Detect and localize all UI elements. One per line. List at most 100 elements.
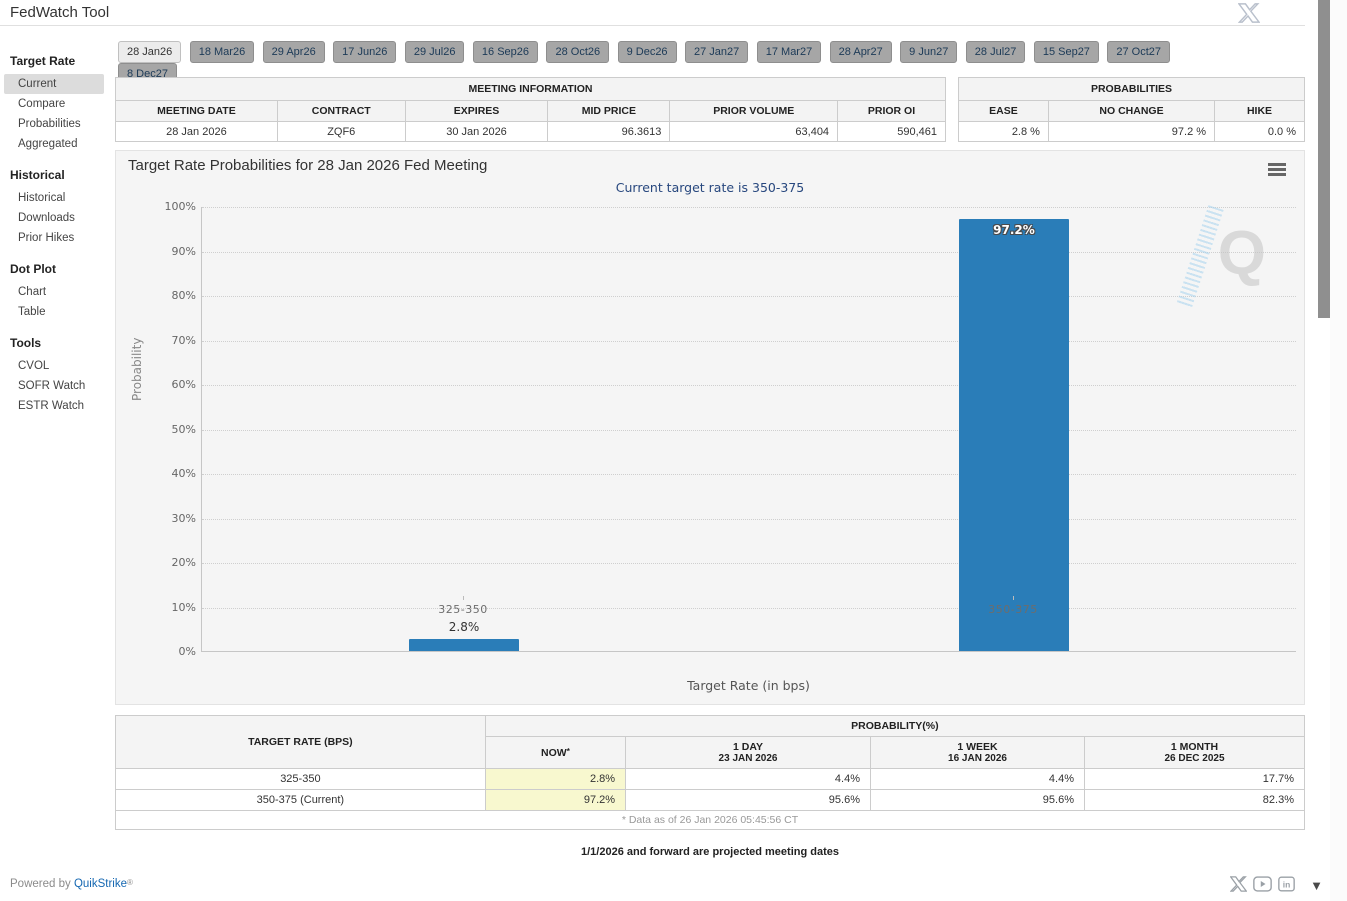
y-tick-label: 0% — [178, 645, 196, 658]
linkedin-icon[interactable]: in — [1278, 876, 1295, 892]
y-tick-label: 70% — [171, 334, 196, 347]
tab-28-jan26[interactable]: 28 Jan26 — [118, 41, 182, 63]
tab-16-sep26[interactable]: 16 Sep26 — [472, 41, 539, 63]
sidebar-item-historical[interactable]: Historical — [18, 192, 66, 204]
probability-chart-panel: Target Rate Probabilities for 28 Jan 202… — [115, 150, 1305, 705]
meeting-date-value: 28 Jan 2026 — [115, 121, 278, 142]
bar-value-label: 97.2% — [993, 223, 1035, 238]
sidebar-section-historical: Historical — [10, 168, 65, 182]
rate-range-cell: 350-375 (Current) — [115, 789, 486, 811]
sidebar-item-current[interactable]: Current — [4, 74, 104, 94]
scrollbar-track[interactable] — [1330, 0, 1347, 901]
col-header-prior-volume: PRIOR VOLUME — [669, 100, 839, 122]
tab-28-oct26[interactable]: 28 Oct26 — [546, 41, 610, 63]
sidebar-item-sofr-watch[interactable]: SOFR Watch — [18, 380, 86, 392]
prior-volume-value: 63,404 — [669, 121, 839, 142]
chart-subtitle: Current target rate is 350-375 — [615, 180, 805, 195]
col-header-contract: CONTRACT — [276, 100, 406, 122]
month-probability-cell: 17.7% — [1084, 768, 1305, 790]
svg-text:in: in — [1283, 879, 1291, 889]
tab-15-sep27[interactable]: 15 Sep27 — [1033, 41, 1099, 63]
y-tick-label: 20% — [171, 556, 196, 569]
sidebar-item-cvol[interactable]: CVOL — [18, 360, 50, 372]
prior-oi-value: 590,461 — [837, 121, 946, 142]
mid-price-value: 96.3613 — [547, 121, 671, 142]
table-row: 2.8 % 97.2 % 0.0 % — [958, 121, 1305, 142]
tab-29-apr26[interactable]: 29 Apr26 — [262, 41, 325, 63]
y-axis-title: Probability — [130, 337, 144, 401]
x-axis-title: Target Rate (in bps) — [687, 678, 810, 693]
sidebar-item-probabilities[interactable]: Probabilities — [18, 118, 81, 130]
scrollbar-thumb[interactable] — [1318, 0, 1330, 318]
col-header-1-month: 1 MONTH 26 DEC 2025 — [1084, 736, 1305, 769]
y-tick-label: 10% — [171, 601, 196, 614]
tab-28-apr27[interactable]: 28 Apr27 — [829, 41, 892, 63]
tab-27-jan27[interactable]: 27 Jan27 — [685, 41, 749, 63]
bar-rect-350-375[interactable]: 97.2% — [959, 219, 1069, 651]
meeting-information-table: MEETING INFORMATION MEETING DATE CONTRAC… — [115, 77, 946, 142]
col-header-now: NOW* — [484, 736, 627, 769]
x-tick-label-350-375: 350-375 — [988, 603, 1038, 616]
hike-value: 0.0 % — [1214, 121, 1305, 142]
col-header-1-day: 1 DAY 23 JAN 2026 — [625, 736, 871, 769]
sidebar-item-chart[interactable]: Chart — [18, 286, 47, 298]
data-as-of-footnote: * Data as of 26 Jan 2026 05:45:56 CT — [115, 810, 1305, 830]
tab-9-dec26[interactable]: 9 Dec26 — [617, 41, 677, 63]
tab-29-jul26[interactable]: 29 Jul26 — [404, 41, 465, 63]
youtube-icon[interactable] — [1253, 876, 1272, 892]
tab-18-mar26[interactable]: 18 Mar26 — [189, 41, 255, 63]
col-header-expires: EXPIRES — [404, 100, 549, 122]
quikstrike-link[interactable]: QuikStrike — [73, 878, 127, 890]
sidebar-item-downloads[interactable]: Downloads — [18, 212, 75, 224]
col-header-target-rate-bps: TARGET RATE (BPS) — [115, 715, 486, 769]
y-tick-label: 30% — [171, 512, 196, 525]
tab-28-jul27[interactable]: 28 Jul27 — [965, 41, 1026, 63]
sidebar-item-prior-hikes[interactable]: Prior Hikes — [18, 232, 75, 244]
y-tick-label: 90% — [171, 245, 196, 258]
bar-rect-325-350[interactable] — [409, 638, 519, 651]
tab-27-oct27[interactable]: 27 Oct27 — [1107, 41, 1171, 63]
probability-history-table: TARGET RATE (BPS) PROBABILITY(%) NOW* 1 … — [115, 715, 1306, 830]
ease-value: 2.8 % — [958, 121, 1049, 142]
y-tick-label: 80% — [171, 289, 196, 302]
week-probability-cell: 4.4% — [869, 768, 1086, 790]
chart-title: Target Rate Probabilities for 28 Jan 202… — [128, 157, 488, 174]
sidebar-item-aggregated[interactable]: Aggregated — [18, 138, 78, 150]
page-title: FedWatch Tool — [10, 4, 110, 21]
col-header-meeting-date: MEETING DATE — [115, 100, 278, 122]
sidebar-section-tools: Tools — [10, 336, 42, 350]
meeting-info-title: MEETING INFORMATION — [115, 77, 946, 101]
group-header-probability: PROBABILITY(%) — [484, 715, 1306, 737]
sidebar-item-compare[interactable]: Compare — [18, 98, 66, 110]
table-row: 350-375 (Current) 97.2% 95.6% 95.6% 82.3… — [115, 789, 1305, 811]
x-social-logo-icon[interactable] — [1238, 3, 1260, 23]
x-tick-label-325-350: 325-350 — [438, 603, 488, 616]
bar-350-375: 97.2% — [959, 207, 1069, 651]
tab-17-mar27[interactable]: 17 Mar27 — [756, 41, 822, 63]
chart-context-menu-icon[interactable] — [1268, 163, 1286, 176]
tab-17-jun26[interactable]: 17 Jun26 — [333, 41, 397, 63]
chart-plot-area: 2.8% 97.2% — [201, 207, 1296, 652]
expires-value: 30 Jan 2026 — [404, 121, 549, 142]
sidebar-item-estr-watch[interactable]: ESTR Watch — [18, 400, 85, 412]
tab-9-jun27[interactable]: 9 Jun27 — [900, 41, 958, 63]
scroll-down-arrow-icon[interactable]: ▼ — [1310, 878, 1323, 893]
footer: Powered by QuikStrike® in ▼ — [0, 872, 1347, 901]
bar-325-350: 2.8% — [409, 207, 519, 651]
sidebar: Target Rate Current Compare Probabilitie… — [0, 40, 110, 416]
table-row: 28 Jan 2026 ZQF6 30 Jan 2026 96.3613 63,… — [115, 121, 946, 142]
y-tick-label: 60% — [171, 378, 196, 391]
col-header-hike: HIKE — [1214, 100, 1305, 122]
col-header-prior-oi: PRIOR OI — [837, 100, 946, 122]
y-tick-label: 100% — [164, 200, 196, 213]
sidebar-item-table[interactable]: Table — [18, 306, 46, 318]
week-probability-cell: 95.6% — [869, 789, 1086, 811]
projected-dates-note: 1/1/2026 and forward are projected meeti… — [581, 846, 839, 858]
y-tick-label: 50% — [171, 423, 196, 436]
no-change-value: 97.2 % — [1047, 121, 1216, 142]
x-social-icon[interactable] — [1230, 876, 1247, 892]
col-header-1-week: 1 WEEK 16 JAN 2026 — [869, 736, 1086, 769]
sidebar-section-target-rate: Target Rate — [10, 54, 76, 68]
day-probability-cell: 95.6% — [625, 789, 871, 811]
